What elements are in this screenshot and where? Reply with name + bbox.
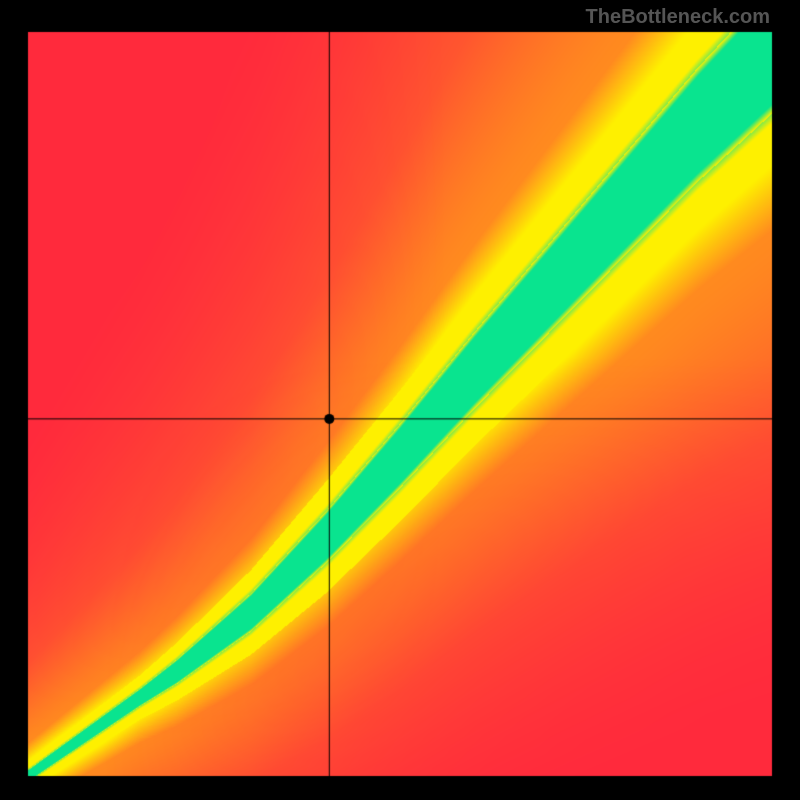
- watermark-text: TheBottleneck.com: [586, 6, 770, 29]
- chart-container: TheBottleneck.com: [0, 0, 800, 800]
- heatmap-canvas: [0, 0, 800, 800]
